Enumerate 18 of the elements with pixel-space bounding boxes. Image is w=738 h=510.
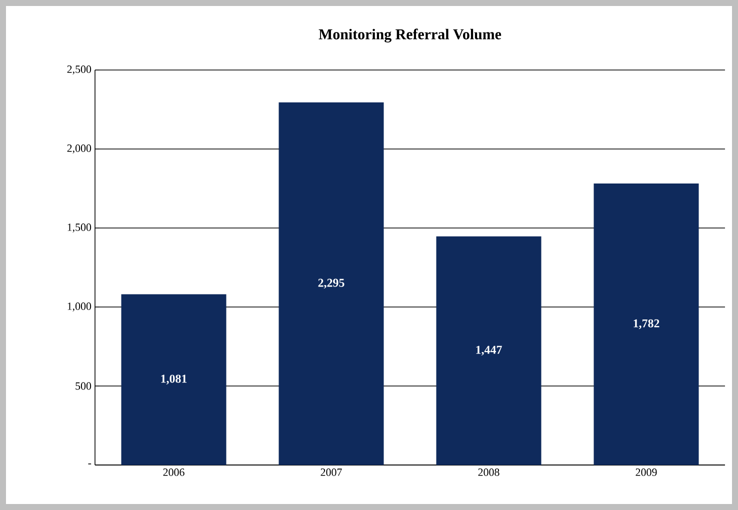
x-tick-label: 2009	[636, 468, 657, 476]
bar	[278, 102, 384, 465]
y-tick-label: 1,000	[68, 302, 92, 312]
y-tick-label: 1,500	[68, 224, 92, 232]
x-tick-label: 2006	[163, 468, 184, 476]
bar	[121, 294, 226, 465]
bar	[594, 183, 699, 465]
y-tick-label: 2,000	[67, 144, 92, 154]
x-tick-label: 2008	[478, 468, 500, 476]
y-tick-label: 2,500	[67, 66, 92, 74]
y-tick-label: 500	[76, 382, 92, 390]
x-tick-label: 2007	[320, 468, 342, 476]
chart-title: Monitoring Referral Volume	[318, 28, 502, 42]
data-label: 1,447	[476, 346, 502, 356]
data-label: 2,295	[318, 278, 344, 289]
data-label: 1,782	[634, 319, 660, 330]
data-label: 1,081	[161, 374, 187, 384]
bar	[436, 236, 542, 465]
